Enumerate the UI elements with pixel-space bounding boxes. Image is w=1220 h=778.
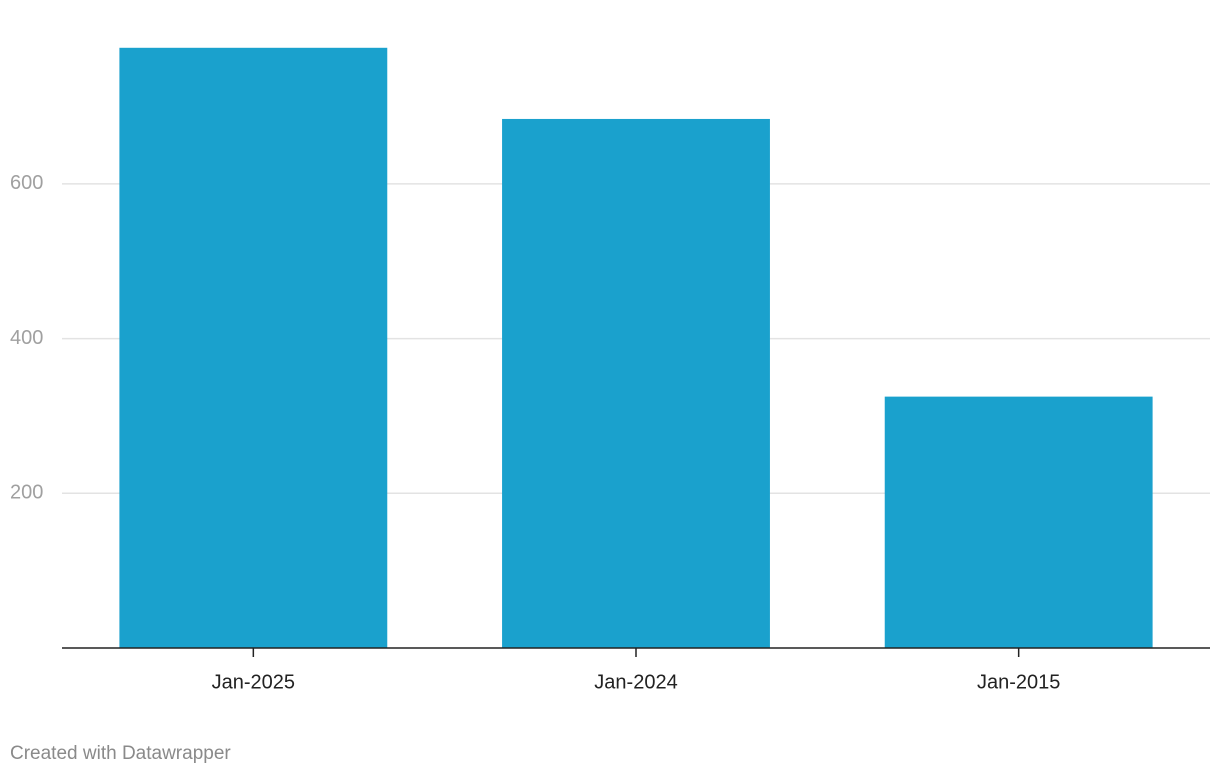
x-tick-label: Jan-2024 — [594, 671, 677, 693]
credit: Created with Datawrapper — [10, 743, 231, 764]
bar — [502, 118, 770, 648]
bar — [884, 396, 1153, 648]
x-tick-label: Jan-2025 — [212, 671, 295, 693]
y-tick-label: 600 — [10, 172, 43, 194]
y-tick-label: 200 — [10, 482, 43, 504]
y-tick-label: 400 — [10, 327, 43, 349]
x-tick-label: Jan-2015 — [977, 671, 1060, 693]
bar — [119, 47, 388, 649]
